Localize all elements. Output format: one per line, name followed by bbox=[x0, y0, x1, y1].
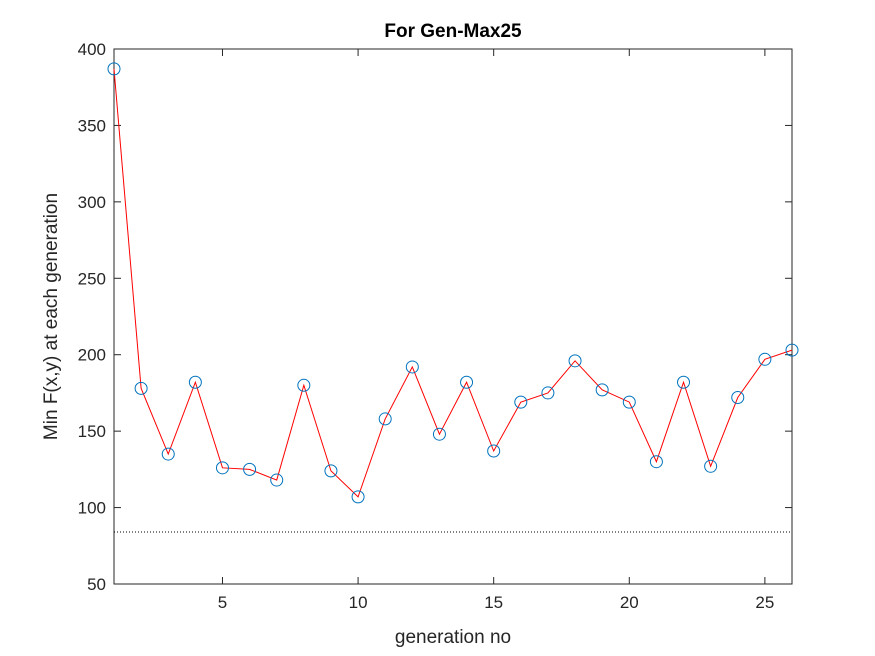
y-tick-label: 300 bbox=[78, 193, 106, 212]
data-point bbox=[758, 352, 772, 366]
data-point bbox=[405, 360, 419, 374]
data-point bbox=[270, 473, 284, 487]
x-tick-label: 5 bbox=[218, 593, 227, 612]
y-tick-label: 50 bbox=[87, 575, 106, 594]
y-tick-label: 200 bbox=[78, 346, 106, 365]
y-tick-label: 400 bbox=[78, 40, 106, 59]
y-tick-label: 100 bbox=[78, 499, 106, 518]
axis-ticks: 5 10 15 20 25 50 100 150 200 250 300 350 400 bbox=[78, 40, 792, 612]
data-point bbox=[487, 444, 501, 458]
data-point bbox=[351, 490, 365, 504]
series-group bbox=[107, 62, 799, 504]
data-point bbox=[243, 462, 257, 476]
data-point bbox=[432, 427, 446, 441]
data-point bbox=[677, 375, 691, 389]
data-point bbox=[541, 386, 555, 400]
y-tick-label: 350 bbox=[78, 116, 106, 135]
x-axis-label: generation no bbox=[395, 627, 511, 648]
data-point bbox=[161, 447, 175, 461]
x-tick-label: 25 bbox=[755, 593, 774, 612]
data-point bbox=[460, 375, 474, 389]
data-point bbox=[324, 464, 338, 478]
data-point bbox=[297, 378, 311, 392]
data-point bbox=[107, 62, 121, 76]
x-tick-label: 10 bbox=[349, 593, 368, 612]
data-point bbox=[188, 375, 202, 389]
chart-title: For Gen-Max25 bbox=[384, 21, 522, 42]
series-line bbox=[113, 68, 793, 498]
data-point bbox=[704, 459, 718, 473]
x-tick-label: 20 bbox=[620, 593, 639, 612]
data-point bbox=[215, 461, 229, 475]
data-point bbox=[731, 391, 745, 405]
y-tick-label: 250 bbox=[78, 269, 106, 288]
x-tick-label: 15 bbox=[484, 593, 503, 612]
data-point bbox=[649, 455, 663, 469]
y-axis-label: Min F(x,y) at each generation bbox=[41, 193, 62, 440]
data-point bbox=[378, 412, 392, 426]
y-tick-label: 150 bbox=[78, 422, 106, 441]
data-point bbox=[568, 354, 582, 368]
data-point bbox=[595, 383, 609, 397]
plot-area bbox=[113, 48, 793, 585]
data-point bbox=[134, 381, 148, 395]
data-point bbox=[514, 395, 528, 409]
data-point bbox=[785, 343, 799, 357]
data-point bbox=[622, 395, 636, 409]
